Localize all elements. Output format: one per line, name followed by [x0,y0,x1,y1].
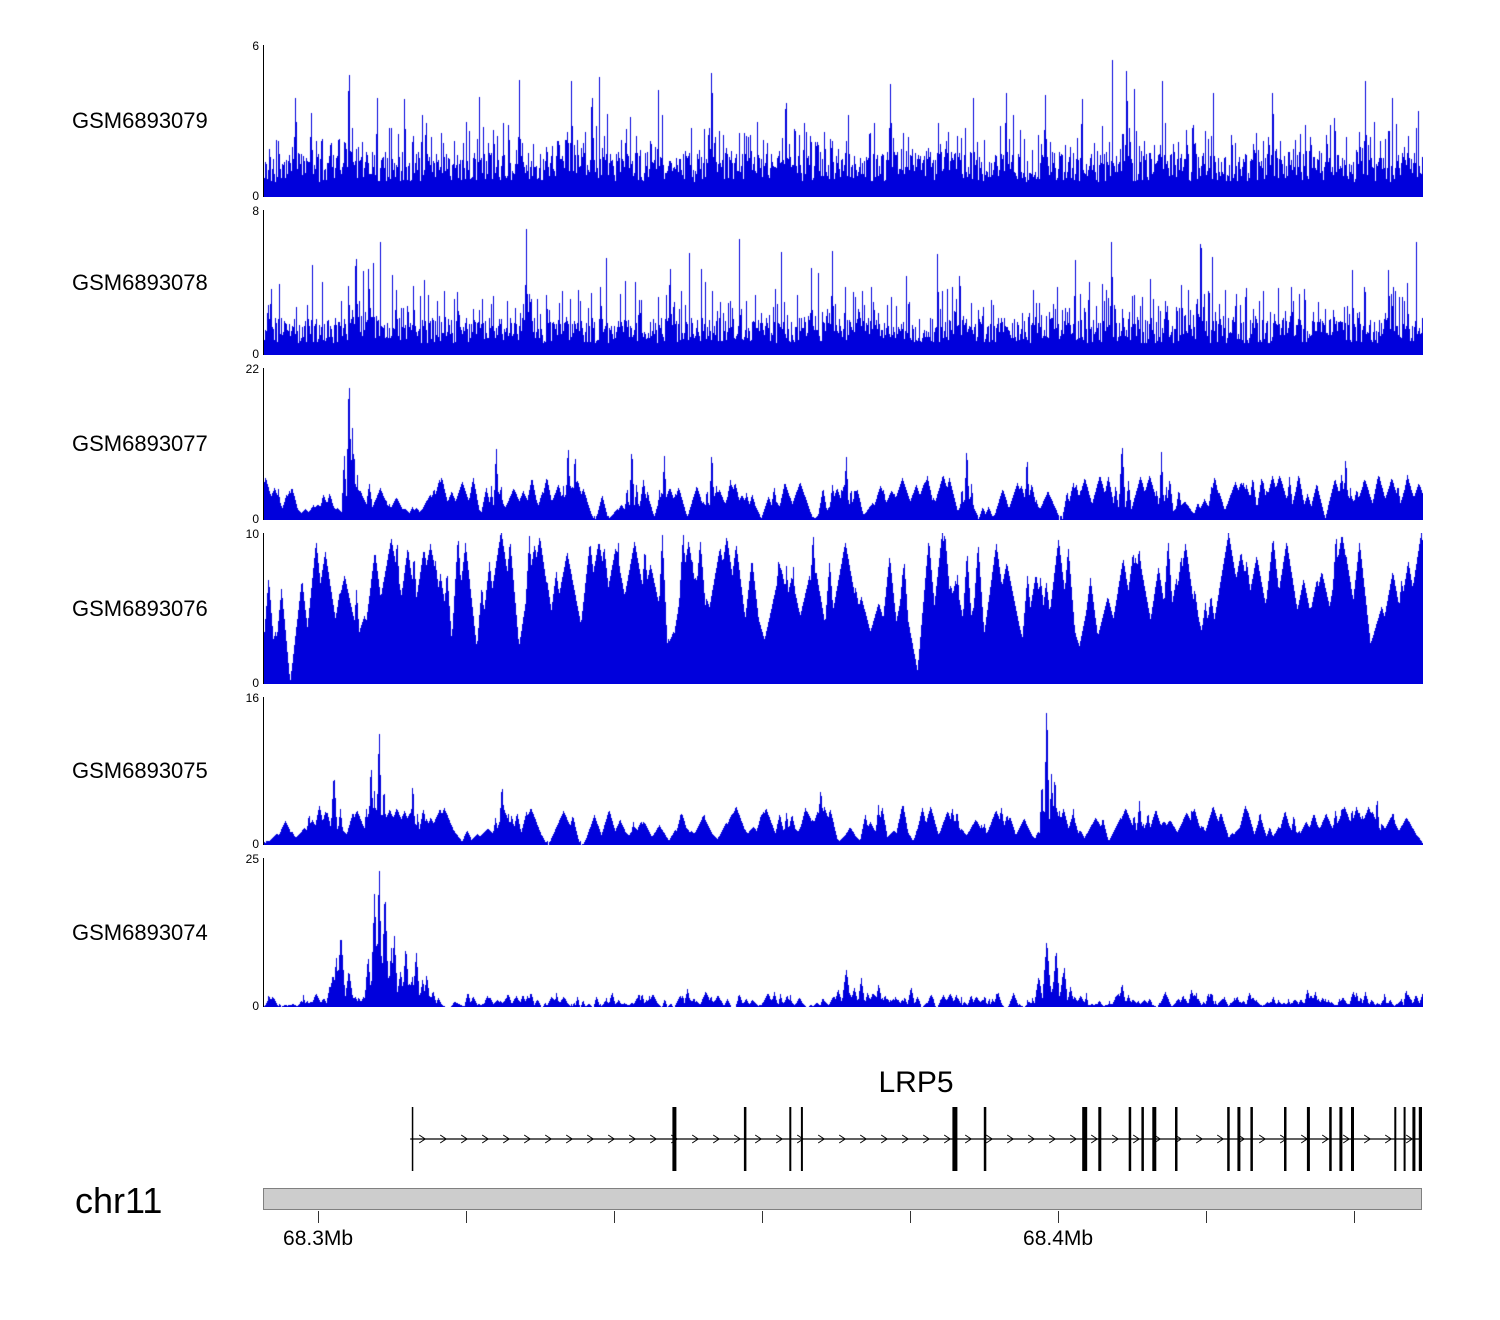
exon-mark [1339,1107,1343,1171]
gene-name-label: LRP5 [878,1066,954,1099]
ruler-tick [318,1211,320,1223]
exon-mark [1306,1107,1310,1171]
exon-mark [800,1107,803,1171]
exon-mark [1175,1107,1178,1171]
coverage-track-GSM6893076: GSM6893076 10 0 [0,528,1500,689]
y-axis-zero-label: 0 [252,999,259,1013]
exon-mark [1403,1107,1406,1171]
exon-mark [1394,1107,1397,1171]
y-axis-max-label: 6 [252,39,259,53]
track-plot-area: 25 0 [246,853,1423,1012]
track-plot-area: 8 0 [252,205,1423,360]
exon-mark [1329,1107,1332,1171]
track-label: GSM6893079 [72,108,208,133]
coverage-track-GSM6893074: GSM6893074 25 0 [0,853,1500,1012]
exon-mark [1141,1107,1144,1171]
coverage-signal-canvas [264,368,1423,520]
track-label: GSM6893075 [72,758,208,783]
y-axis-zero-label: 0 [252,676,259,690]
track-plot-area: 22 0 [246,363,1423,525]
track-plot-area: 6 0 [252,40,1423,202]
track-label: GSM6893078 [72,269,208,295]
y-axis-max-label: 8 [252,204,259,218]
exon-mark [1284,1107,1287,1171]
exon-mark [789,1107,792,1171]
y-axis-zero-label: 0 [252,347,259,361]
ruler-tick [762,1211,764,1223]
y-axis-zero-label: 0 [252,837,259,851]
exon-mark [1152,1107,1157,1171]
y-axis-max-label: 22 [245,362,259,376]
coverage-track-GSM6893075: GSM6893075 16 0 [0,692,1500,850]
ruler-tick [1206,1211,1208,1223]
exon-mark [743,1107,747,1171]
ruler-tick [614,1211,616,1223]
exon-mark [1227,1107,1230,1171]
track-plot-area: 16 0 [246,692,1423,850]
ruler-label-left: 68.3Mb [283,1227,354,1250]
exon-mark [952,1107,958,1171]
coverage-signal-canvas [264,45,1423,197]
exon-mark [1237,1107,1241,1171]
y-axis-max-label: 10 [245,527,259,541]
chromosome-ideogram [263,1188,1422,1210]
coverage-track-GSM6893078: GSM6893078 8 0 [0,205,1500,360]
exon-mark [1418,1107,1422,1171]
exon-mark [983,1107,987,1171]
ruler-tick [1058,1211,1060,1223]
chromosome-label: chr11 [75,1180,163,1221]
coverage-signal-canvas [264,533,1423,684]
exon-mark [672,1107,677,1171]
track-label: GSM6893076 [72,595,208,621]
track-plot-area: 10 0 [246,528,1423,689]
ruler-tick [466,1211,468,1223]
coverage-track-GSM6893077: GSM6893077 22 0 [0,363,1500,525]
coordinate-ruler: 68.3Mb 68.4Mb [263,1211,1422,1267]
ruler-tick [1354,1211,1356,1223]
exon-mark [1250,1107,1253,1171]
track-label: GSM6893077 [72,431,208,456]
gene-model [410,1107,1422,1171]
ruler-tick [910,1211,912,1223]
y-axis-max-label: 25 [245,852,259,866]
exon-mark [1128,1107,1132,1171]
coverage-signal-canvas [264,210,1423,355]
exon-mark [411,1107,414,1171]
exon-mark [1082,1107,1088,1171]
y-axis-max-label: 16 [245,691,259,705]
y-axis-zero-label: 0 [252,512,259,526]
exon-mark [1098,1107,1102,1171]
ruler-label-right: 68.4Mb [1023,1227,1094,1250]
coverage-signal-canvas [264,697,1423,845]
coverage-signal-canvas [264,858,1423,1007]
y-axis-zero-label: 0 [252,189,259,203]
exon-mark [1351,1107,1354,1171]
exon-mark [1412,1107,1416,1171]
coverage-track-GSM6893079: GSM6893079 6 0 [0,40,1500,202]
track-label: GSM6893074 [72,919,208,945]
